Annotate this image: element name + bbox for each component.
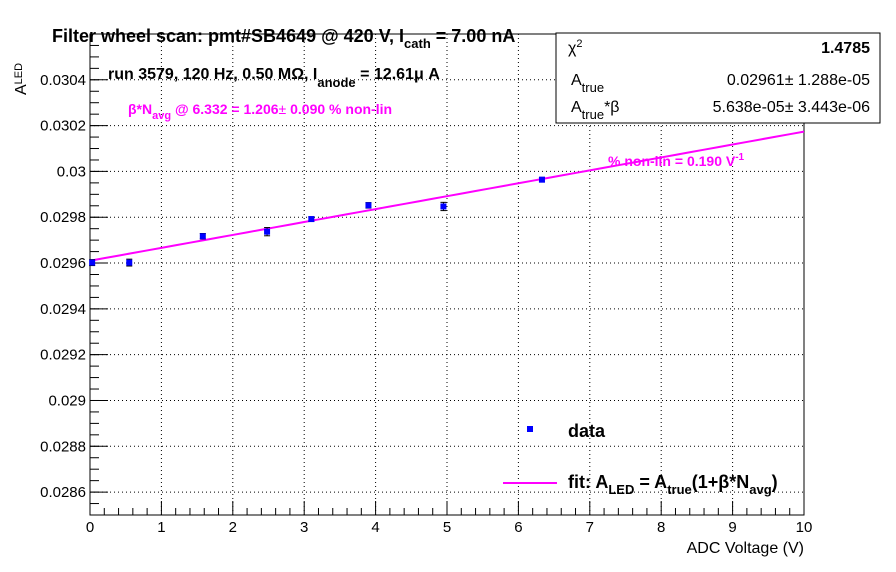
stats-box: χ2 1.4785 Atrue 0.02961± 1.288e-05 Atrue… <box>555 32 881 124</box>
stats-atb-value: 5.638e-05± 3.443e-06 <box>713 99 870 116</box>
stats-atrue-label: Atrue <box>571 72 604 95</box>
data-point <box>365 202 372 209</box>
x-axis-title: ADC Voltage (V) <box>687 540 804 557</box>
axis-tick-labels: 0 1 2 3 4 5 6 7 8 9 10 0.0286 0.0288 0.029 0.0292 0.029… <box>40 72 812 536</box>
fit-curve <box>89 130 805 262</box>
run-annotation: run 3579, 120 Hz, 0.50 MΩ, Ianode = 12.6… <box>108 66 440 90</box>
x-tick-label: 6 <box>514 519 522 536</box>
axis-ticks <box>89 44 805 516</box>
x-tick-label: 10 <box>796 519 813 536</box>
y-tick-label: 0.03 <box>57 163 86 180</box>
stats-atrue-value: 0.02961± 1.288e-05 <box>727 72 870 89</box>
y-tick-label: 0.0296 <box>40 255 86 272</box>
x-tick-label: 8 <box>657 519 665 536</box>
x-tick-label: 4 <box>371 519 379 536</box>
y-tick-label: 0.0304 <box>40 72 86 89</box>
data-point <box>440 203 447 210</box>
x-tick-label: 3 <box>300 519 308 536</box>
data-point <box>308 216 315 223</box>
y-tick-label: 0.0302 <box>40 118 86 135</box>
x-tick-label: 5 <box>443 519 451 536</box>
data-point <box>264 228 271 235</box>
stats-box-frame <box>555 32 881 124</box>
chart-title: Filter wheel scan: pmt#SB4649 @ 420 V, I… <box>52 26 515 51</box>
legend: data fit: ALED = Atrue(1+β*Navg) <box>503 421 778 497</box>
x-tick-label: 1 <box>157 519 165 536</box>
x-tick-label: 9 <box>728 519 736 536</box>
stats-chi2-label: χ2 <box>568 38 583 57</box>
y-axis-title: ALED <box>13 63 30 95</box>
legend-data-marker <box>527 426 533 432</box>
y-tick-label: 0.0298 <box>40 209 86 226</box>
data-point <box>126 259 133 266</box>
y-tick-label: 0.0286 <box>40 484 86 501</box>
data-points-group <box>89 176 545 267</box>
x-tick-label: 0 <box>86 519 94 536</box>
y-tick-label: 0.029 <box>48 392 86 409</box>
beta-annotation: β*Navg @ 6.332 = 1.206± 0.090 % non-lin <box>128 101 392 122</box>
legend-fit-label: fit: ALED = Atrue(1+β*Navg) <box>568 472 778 497</box>
fit-curve-group <box>89 130 805 262</box>
nonlin-annotation: % non-lin = 0.190 V-1 <box>608 152 745 169</box>
data-point <box>89 259 96 266</box>
x-tick-label: 7 <box>586 519 594 536</box>
data-point <box>199 233 206 240</box>
stats-atb-label: Atrue*β <box>571 99 620 122</box>
y-tick-label: 0.0294 <box>40 301 86 318</box>
y-tick-label: 0.0292 <box>40 347 86 364</box>
data-point <box>538 176 545 183</box>
x-tick-label: 2 <box>229 519 237 536</box>
legend-data-label: data <box>568 421 606 441</box>
stats-chi2-value: 1.4785 <box>821 40 870 57</box>
y-tick-label: 0.0288 <box>40 438 86 455</box>
